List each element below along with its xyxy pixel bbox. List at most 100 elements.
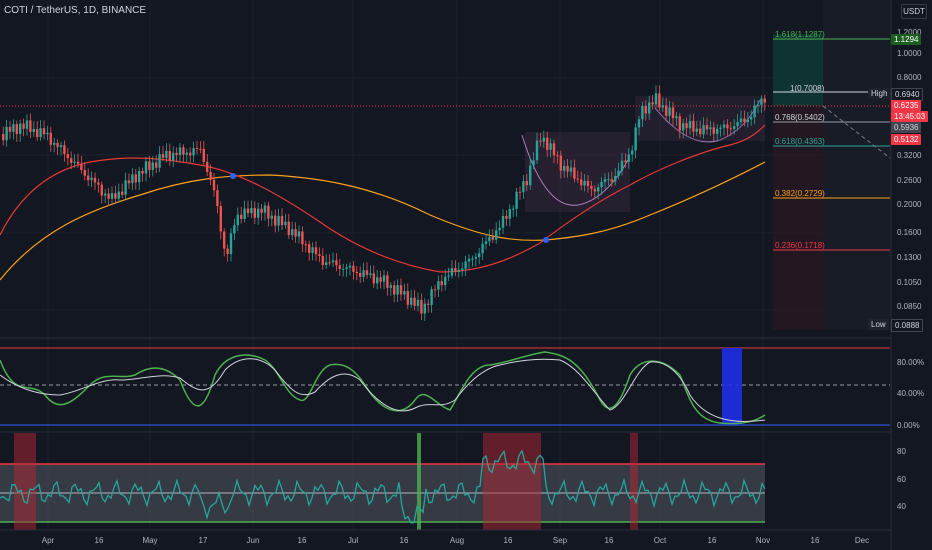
rsi-overbought-zone-2 bbox=[483, 433, 541, 530]
candle-body bbox=[362, 270, 365, 277]
candle-body bbox=[481, 243, 484, 254]
cup-arc-left bbox=[521, 134, 629, 206]
candle-body bbox=[576, 178, 579, 180]
osc-fast-line bbox=[0, 351, 766, 425]
candle-body bbox=[100, 184, 103, 196]
price-tick: 0.1300 bbox=[897, 253, 922, 262]
candle-body bbox=[620, 160, 624, 171]
rsi-line bbox=[0, 449, 766, 524]
candle-body bbox=[151, 162, 154, 170]
candle-body bbox=[529, 165, 532, 186]
candle-body bbox=[209, 171, 212, 180]
rsi-oversold-marker bbox=[417, 433, 421, 530]
candle-body bbox=[161, 154, 165, 158]
fib-label: 0.618(0.4363) bbox=[775, 137, 825, 146]
candle-body bbox=[331, 260, 335, 263]
candle-body bbox=[416, 299, 420, 306]
candle-body bbox=[423, 303, 426, 314]
candle-body bbox=[542, 137, 545, 142]
candle-body bbox=[726, 124, 729, 129]
candle-body bbox=[474, 256, 477, 259]
candle-body bbox=[294, 229, 297, 237]
candle-body bbox=[12, 124, 15, 132]
fib-label: 0.236(0.1718) bbox=[775, 241, 825, 250]
candle-body bbox=[253, 208, 256, 218]
candle-body bbox=[403, 291, 406, 295]
currency-button[interactable]: USDT bbox=[901, 4, 927, 19]
candle-body bbox=[454, 268, 457, 273]
candle-body bbox=[682, 123, 685, 131]
candle-body bbox=[297, 231, 301, 237]
time-tick: 16 bbox=[503, 536, 513, 545]
time-tick: May bbox=[142, 536, 158, 545]
candle-body bbox=[427, 303, 430, 305]
candle-body bbox=[144, 161, 148, 174]
candle-body bbox=[76, 161, 80, 164]
candle-body bbox=[733, 126, 736, 129]
candle-body bbox=[410, 297, 413, 305]
candle-body bbox=[5, 126, 8, 141]
candle-body bbox=[175, 152, 178, 156]
candle-body bbox=[56, 142, 59, 148]
candle-body bbox=[675, 116, 678, 119]
price-tick: 0.8000 bbox=[897, 73, 922, 82]
candle-body bbox=[478, 253, 481, 257]
candle-body bbox=[746, 119, 749, 123]
price-tick: 0.0850 bbox=[897, 302, 922, 311]
candle-body bbox=[270, 215, 273, 219]
candle-body bbox=[348, 265, 352, 268]
candle-body bbox=[36, 128, 39, 138]
candle-body bbox=[430, 289, 433, 305]
time-tick: 16 bbox=[297, 536, 307, 545]
candle-body bbox=[716, 128, 719, 134]
candle-body bbox=[484, 241, 488, 244]
rsi-tick: 60 bbox=[897, 475, 906, 484]
grid-lines bbox=[0, 0, 890, 530]
candle-body bbox=[729, 128, 732, 130]
candle-body bbox=[709, 127, 712, 130]
candle-body bbox=[376, 277, 379, 284]
candle-body bbox=[450, 268, 454, 276]
candle-body bbox=[712, 127, 715, 134]
candle-body bbox=[641, 105, 644, 120]
candle-body bbox=[189, 152, 192, 156]
candle-body bbox=[515, 191, 518, 209]
candle-body bbox=[274, 215, 277, 226]
candle-body bbox=[440, 281, 443, 286]
time-tick: Jun bbox=[246, 536, 260, 545]
projection-dashed-trend bbox=[822, 105, 891, 159]
candle-body bbox=[8, 126, 12, 132]
candle-body bbox=[165, 150, 168, 158]
candle-body bbox=[93, 177, 97, 183]
candle-body bbox=[216, 190, 219, 207]
time-tick: Aug bbox=[449, 536, 465, 545]
candle-body bbox=[246, 208, 250, 214]
candle-body bbox=[355, 271, 358, 274]
candle-body bbox=[420, 299, 423, 314]
candle-body bbox=[699, 128, 702, 135]
candle-body bbox=[199, 148, 202, 150]
candle-body bbox=[760, 98, 763, 105]
osc-tick: 40.00% bbox=[897, 389, 925, 398]
candle-body bbox=[736, 121, 739, 127]
candle-body bbox=[301, 231, 304, 245]
candle-body bbox=[73, 161, 76, 163]
candle-body bbox=[223, 231, 226, 249]
candle-body bbox=[525, 181, 528, 186]
candle-body bbox=[614, 175, 617, 182]
candle-body bbox=[372, 273, 375, 284]
candle-body bbox=[359, 273, 362, 277]
time-tick: Apr bbox=[41, 536, 55, 545]
candle-body bbox=[148, 161, 151, 170]
candle-body bbox=[29, 120, 32, 132]
candle-body bbox=[185, 152, 188, 155]
candle-body bbox=[651, 102, 654, 105]
candle-body bbox=[444, 276, 447, 286]
candle-body bbox=[627, 154, 630, 163]
candle-body bbox=[389, 285, 392, 288]
candle-body bbox=[566, 165, 569, 172]
osc-signal-bar bbox=[722, 348, 742, 425]
candle-body bbox=[117, 191, 120, 199]
projection-zone-green bbox=[773, 34, 823, 106]
